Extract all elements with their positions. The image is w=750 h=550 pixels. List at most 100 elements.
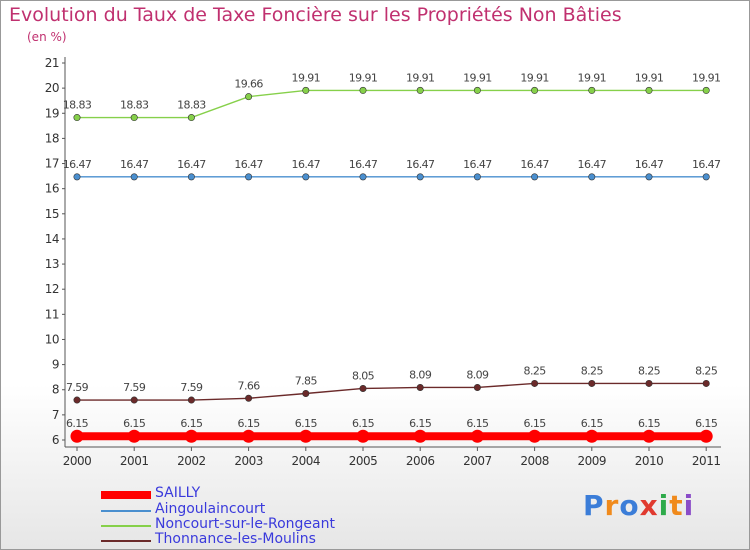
point-sailly-2004: [299, 429, 313, 443]
data-label-aingoulaincourt-2002: 16.47: [177, 158, 206, 171]
point-aingoulaincourt-2000: [73, 173, 81, 181]
data-label-thonnance-les-moulins-2006: 8.09: [409, 368, 432, 381]
legend-swatch-thonnance: [101, 540, 151, 542]
data-label-thonnance-les-moulins-2001: 7.59: [123, 381, 146, 394]
point-thonnance-les-moulins-2010: [645, 379, 653, 387]
data-label-sailly-2010: 6.15: [638, 417, 661, 430]
data-label-noncourt-sur-le-rongeant-2009: 19.91: [578, 71, 607, 84]
point-noncourt-sur-le-rongeant-2007: [473, 86, 481, 94]
logo-letter: i: [658, 489, 670, 522]
y-tick-label-6: 6: [52, 433, 59, 447]
legend-label-aingoulaincourt: Aingoulaincourt: [155, 501, 266, 517]
x-tick-label-2009: 2009: [578, 454, 607, 468]
data-label-noncourt-sur-le-rongeant-2007: 19.91: [463, 71, 492, 84]
point-aingoulaincourt-2004: [302, 173, 310, 181]
data-label-aingoulaincourt-2008: 16.47: [520, 158, 549, 171]
data-label-aingoulaincourt-2007: 16.47: [463, 158, 492, 171]
point-aingoulaincourt-2007: [473, 173, 481, 181]
data-label-sailly-2002: 6.15: [180, 417, 203, 430]
point-noncourt-sur-le-rongeant-2003: [245, 93, 253, 101]
data-label-thonnance-les-moulins-2003: 7.66: [238, 379, 261, 392]
y-tick-label-11: 11: [45, 307, 59, 321]
chart-subtitle: (en %): [27, 30, 67, 44]
data-label-thonnance-les-moulins-2004: 7.85: [295, 375, 318, 388]
series-line-thonnance-les-moulins: [77, 382, 707, 401]
data-label-sailly-2004: 6.15: [295, 417, 318, 430]
legend-swatch-sailly: [101, 491, 151, 499]
point-sailly-2001: [127, 429, 141, 443]
legend-swatch-noncourt: [101, 525, 151, 527]
x-tick-label-2000: 2000: [63, 454, 92, 468]
data-label-noncourt-sur-le-rongeant-2003: 19.66: [234, 78, 263, 91]
point-noncourt-sur-le-rongeant-2006: [416, 86, 424, 94]
y-tick-label-19: 19: [45, 106, 59, 120]
legend-label-noncourt: Noncourt-sur-le-Rongeant: [155, 516, 335, 532]
point-aingoulaincourt-2005: [359, 173, 367, 181]
series-layer: [70, 86, 713, 443]
data-label-sailly-2011: 6.15: [695, 417, 718, 430]
data-label-sailly-2000: 6.15: [66, 417, 89, 430]
point-noncourt-sur-le-rongeant-2005: [359, 86, 367, 94]
point-thonnance-les-moulins-2001: [130, 396, 138, 404]
point-thonnance-les-moulins-2000: [73, 396, 81, 404]
data-label-aingoulaincourt-2010: 16.47: [635, 158, 664, 171]
point-sailly-2010: [642, 429, 656, 443]
point-sailly-2007: [470, 429, 484, 443]
point-noncourt-sur-le-rongeant-2000: [73, 114, 81, 122]
point-thonnance-les-moulins-2009: [588, 379, 596, 387]
axes: 6 7 8 9 10 11 12 13 14 15 16 17 18 19 20 21 2000 2001 2002…: [45, 56, 721, 468]
x-tick-label-2010: 2010: [635, 454, 664, 468]
point-aingoulaincourt-2001: [130, 173, 138, 181]
point-sailly-2000: [70, 429, 84, 443]
point-thonnance-les-moulins-2006: [416, 383, 424, 391]
data-label-aingoulaincourt-2000: 16.47: [63, 158, 92, 171]
point-aingoulaincourt-2010: [645, 173, 653, 181]
point-sailly-2005: [356, 429, 370, 443]
point-noncourt-sur-le-rongeant-2008: [531, 86, 539, 94]
point-thonnance-les-moulins-2011: [702, 379, 710, 387]
y-tick-label-15: 15: [45, 207, 59, 221]
y-tick-label-17: 17: [45, 157, 59, 171]
data-label-thonnance-les-moulins-2010: 8.25: [638, 364, 661, 377]
y-tick-label-8: 8: [52, 383, 59, 397]
point-aingoulaincourt-2011: [702, 173, 710, 181]
data-label-sailly-2003: 6.15: [238, 417, 261, 430]
x-tick-label-2003: 2003: [234, 454, 263, 468]
data-label-sailly-2008: 6.15: [524, 417, 547, 430]
point-noncourt-sur-le-rongeant-2011: [702, 86, 710, 94]
legend-label-thonnance: Thonnance-les-Moulins: [155, 531, 316, 547]
x-tick-label-2004: 2004: [292, 454, 321, 468]
legend-label-sailly: SAILLY: [155, 485, 201, 501]
data-label-noncourt-sur-le-rongeant-2001: 18.83: [120, 99, 149, 112]
point-thonnance-les-moulins-2005: [359, 384, 367, 392]
data-label-layer: 6.15 6.15 6.15 6.15 6.15 6.15 6.15 6.15 6.15 6.15…: [63, 71, 722, 430]
y-tick-label-9: 9: [52, 358, 59, 372]
logo-letter: r: [604, 489, 620, 522]
point-aingoulaincourt-2003: [245, 173, 253, 181]
data-label-aingoulaincourt-2011: 16.47: [692, 158, 721, 171]
legend-swatch-aingoulaincourt: [101, 510, 151, 512]
data-label-noncourt-sur-le-rongeant-2000: 18.83: [63, 99, 92, 112]
x-tick-label-2007: 2007: [463, 454, 492, 468]
data-label-aingoulaincourt-2005: 16.47: [349, 158, 378, 171]
data-label-sailly-2007: 6.15: [466, 417, 489, 430]
y-tick-label-13: 13: [45, 257, 59, 271]
point-noncourt-sur-le-rongeant-2004: [302, 86, 310, 94]
data-label-thonnance-les-moulins-2011: 8.25: [695, 364, 718, 377]
point-sailly-2011: [699, 429, 713, 443]
data-label-thonnance-les-moulins-2002: 7.59: [180, 381, 203, 394]
data-label-sailly-2006: 6.15: [409, 417, 432, 430]
data-label-noncourt-sur-le-rongeant-2006: 19.91: [406, 71, 435, 84]
point-noncourt-sur-le-rongeant-2009: [588, 86, 596, 94]
point-sailly-2002: [184, 429, 198, 443]
data-label-thonnance-les-moulins-2005: 8.05: [352, 369, 375, 382]
point-sailly-2006: [413, 429, 427, 443]
point-thonnance-les-moulins-2008: [531, 379, 539, 387]
x-tick-label-2005: 2005: [349, 454, 378, 468]
data-label-noncourt-sur-le-rongeant-2004: 19.91: [292, 71, 321, 84]
data-label-sailly-2009: 6.15: [581, 417, 604, 430]
data-label-aingoulaincourt-2003: 16.47: [234, 158, 263, 171]
x-tick-label-2008: 2008: [520, 454, 549, 468]
